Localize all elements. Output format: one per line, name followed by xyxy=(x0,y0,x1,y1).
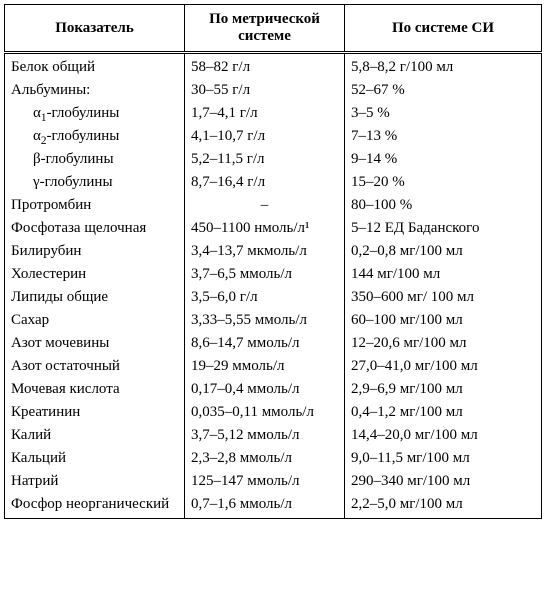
cell-indicator: Азот мочевины xyxy=(5,332,185,355)
header-metric: По метрической системе xyxy=(185,5,345,53)
table-row: Калий3,7–5,12 ммоль/л14,4–20,0 мг/100 мл xyxy=(5,424,542,447)
table-row: Холестерин3,7–6,5 ммоль/л144 мг/100 мл xyxy=(5,263,542,286)
cell-metric: 0,17–0,4 ммоль/л xyxy=(185,378,345,401)
cell-metric: 3,7–5,12 ммоль/л xyxy=(185,424,345,447)
cell-indicator: Билирубин xyxy=(5,240,185,263)
cell-si: 14,4–20,0 мг/100 мл xyxy=(345,424,542,447)
table-row: Альбумины:30–55 г/л52–67 % xyxy=(5,79,542,102)
cell-indicator: α2-глобулины xyxy=(5,125,185,148)
cell-si: 350–600 мг/ 100 мл xyxy=(345,286,542,309)
table-row: Кальций2,3–2,8 ммоль/л9,0–11,5 мг/100 мл xyxy=(5,447,542,470)
table-row: Белок общий58–82 г/л5,8–8,2 г/100 мл xyxy=(5,53,542,80)
header-si: По системе СИ xyxy=(345,5,542,53)
cell-metric: 3,7–6,5 ммоль/л xyxy=(185,263,345,286)
cell-metric: 4,1–10,7 г/л xyxy=(185,125,345,148)
cell-si: 12–20,6 мг/100 мл xyxy=(345,332,542,355)
cell-metric: 125–147 ммоль/л xyxy=(185,470,345,493)
cell-indicator: Протромбин xyxy=(5,194,185,217)
cell-metric: – xyxy=(185,194,345,217)
cell-indicator: Фосфор неорганический xyxy=(5,493,185,519)
table-row: α2-глобулины4,1–10,7 г/л7–13 % xyxy=(5,125,542,148)
table-row: Натрий125–147 ммоль/л290–340 мг/100 мл xyxy=(5,470,542,493)
table-row: Мочевая кислота0,17–0,4 ммоль/л2,9–6,9 м… xyxy=(5,378,542,401)
table-row: β-глобулины5,2–11,5 г/л9–14 % xyxy=(5,148,542,171)
cell-si: 3–5 % xyxy=(345,102,542,125)
cell-indicator: Липиды общие xyxy=(5,286,185,309)
table-row: Креатинин0,035–0,11 ммоль/л0,4–1,2 мг/10… xyxy=(5,401,542,424)
cell-si: 60–100 мг/100 мл xyxy=(345,309,542,332)
cell-metric: 58–82 г/л xyxy=(185,53,345,80)
table-header: Показатель По метрической системе По сис… xyxy=(5,5,542,53)
cell-metric: 1,7–4,1 г/л xyxy=(185,102,345,125)
cell-si: 0,4–1,2 мг/100 мл xyxy=(345,401,542,424)
cell-si: 52–67 % xyxy=(345,79,542,102)
cell-indicator: Калий xyxy=(5,424,185,447)
cell-si: 5,8–8,2 г/100 мл xyxy=(345,53,542,80)
cell-indicator: Фосфотаза щелочная xyxy=(5,217,185,240)
table-row: Азот остаточный19–29 ммоль/л27,0–41,0 мг… xyxy=(5,355,542,378)
cell-metric: 8,6–14,7 ммоль/л xyxy=(185,332,345,355)
cell-metric: 2,3–2,8 ммоль/л xyxy=(185,447,345,470)
cell-si: 9–14 % xyxy=(345,148,542,171)
cell-si: 0,2–0,8 мг/100 мл xyxy=(345,240,542,263)
cell-indicator: Азот остаточный xyxy=(5,355,185,378)
cell-metric: 3,5–6,0 г/л xyxy=(185,286,345,309)
cell-indicator: Белок общий xyxy=(5,53,185,80)
table-row: Сахар3,33–5,55 ммоль/л60–100 мг/100 мл xyxy=(5,309,542,332)
cell-metric: 0,035–0,11 ммоль/л xyxy=(185,401,345,424)
cell-indicator: Альбумины: xyxy=(5,79,185,102)
cell-si: 80–100 % xyxy=(345,194,542,217)
table-row: Фосфор неорганический0,7–1,6 ммоль/л2,2–… xyxy=(5,493,542,519)
cell-si: 2,9–6,9 мг/100 мл xyxy=(345,378,542,401)
cell-metric: 3,33–5,55 ммоль/л xyxy=(185,309,345,332)
cell-si: 2,2–5,0 мг/100 мл xyxy=(345,493,542,519)
table-row: Липиды общие3,5–6,0 г/л350–600 мг/ 100 м… xyxy=(5,286,542,309)
cell-metric: 450–1100 нмоль/л¹ xyxy=(185,217,345,240)
cell-indicator: Натрий xyxy=(5,470,185,493)
cell-indicator: β-глобулины xyxy=(5,148,185,171)
cell-si: 15–20 % xyxy=(345,171,542,194)
cell-si: 144 мг/100 мл xyxy=(345,263,542,286)
cell-metric: 30–55 г/л xyxy=(185,79,345,102)
table-row: Протромбин–80–100 % xyxy=(5,194,542,217)
cell-indicator: Сахар xyxy=(5,309,185,332)
table-row: Азот мочевины8,6–14,7 ммоль/л12–20,6 мг/… xyxy=(5,332,542,355)
cell-si: 27,0–41,0 мг/100 мл xyxy=(345,355,542,378)
table-row: α1-глобулины1,7–4,1 г/л3–5 % xyxy=(5,102,542,125)
cell-indicator: γ-глобулины xyxy=(5,171,185,194)
cell-indicator: Креатинин xyxy=(5,401,185,424)
cell-metric: 8,7–16,4 г/л xyxy=(185,171,345,194)
cell-si: 9,0–11,5 мг/100 мл xyxy=(345,447,542,470)
header-indicator: Показатель xyxy=(5,5,185,53)
cell-indicator: α1-глобулины xyxy=(5,102,185,125)
cell-si: 7–13 % xyxy=(345,125,542,148)
table-body: Белок общий58–82 г/л5,8–8,2 г/100 млАльб… xyxy=(5,53,542,519)
table-row: Билирубин3,4–13,7 мкмоль/л0,2–0,8 мг/100… xyxy=(5,240,542,263)
table-row: Фосфотаза щелочная450–1100 нмоль/л¹5–12 … xyxy=(5,217,542,240)
cell-si: 5–12 ЕД Баданского xyxy=(345,217,542,240)
cell-metric: 19–29 ммоль/л xyxy=(185,355,345,378)
cell-indicator: Кальций xyxy=(5,447,185,470)
table-row: γ-глобулины8,7–16,4 г/л15–20 % xyxy=(5,171,542,194)
cell-si: 290–340 мг/100 мл xyxy=(345,470,542,493)
cell-indicator: Мочевая кислота xyxy=(5,378,185,401)
cell-metric: 3,4–13,7 мкмоль/л xyxy=(185,240,345,263)
cell-indicator: Холестерин xyxy=(5,263,185,286)
cell-metric: 5,2–11,5 г/л xyxy=(185,148,345,171)
cell-metric: 0,7–1,6 ммоль/л xyxy=(185,493,345,519)
lab-values-table: Показатель По метрической системе По сис… xyxy=(4,4,542,519)
